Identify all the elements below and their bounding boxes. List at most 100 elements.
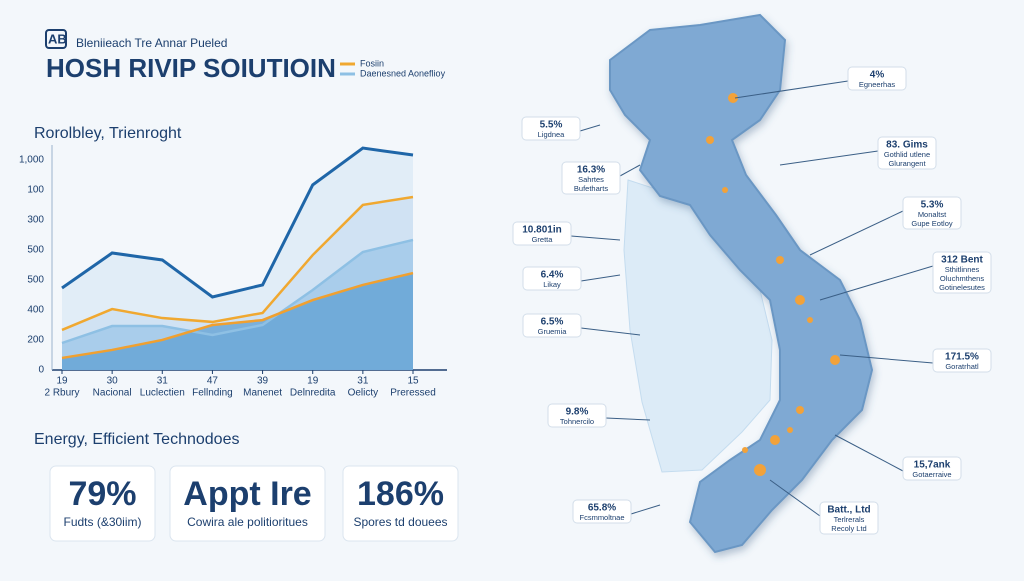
y-tick-label: 500	[27, 245, 44, 256]
x-tick-label: Nacional	[93, 388, 132, 399]
callout-box	[521, 116, 581, 141]
callout-label: Glurangent	[888, 159, 926, 168]
callout-box	[932, 348, 992, 373]
y-tick-label: 200	[27, 335, 44, 346]
stat-value: 186%	[357, 475, 444, 513]
y-tick-label: 500	[27, 275, 44, 286]
callout-value: 171.5%	[945, 352, 979, 363]
x-tick-label: Fellnding	[192, 388, 233, 399]
stat-label: Spores td douees	[353, 515, 447, 529]
callout-leader	[570, 235, 621, 241]
callout-box	[902, 196, 962, 230]
logo: AB	[48, 31, 67, 46]
x-tick-label: Preressed	[390, 388, 436, 399]
callout-box	[819, 501, 879, 535]
callout-leader	[580, 274, 621, 282]
x-tick-number: 31	[157, 376, 169, 387]
y-tick-label: 400	[27, 305, 44, 316]
callout-leader	[630, 504, 661, 515]
callout-box	[572, 499, 632, 524]
y-tick-label: 100	[27, 185, 44, 196]
callout-label: Likay	[543, 280, 561, 289]
callout-label: Ligdnea	[538, 130, 566, 139]
x-tick-number: 19	[56, 376, 68, 387]
callout-label: Gothlid utlene	[884, 150, 930, 159]
stat-card	[169, 465, 326, 542]
callout-label: Gretta	[532, 235, 554, 244]
legend-label: Fosiin	[360, 58, 384, 68]
x-tick-number: 15	[407, 376, 419, 387]
callout-box	[522, 266, 582, 291]
callout-leader	[834, 434, 904, 472]
callout-label: Bufetharts	[574, 184, 608, 193]
callout-value: 312 Bent	[941, 255, 983, 266]
callout-box	[512, 221, 572, 246]
chart-title: Rorolbley, Trienroght	[34, 125, 182, 142]
stats-title: Energy, Efficient Technodoes	[34, 431, 239, 448]
callout-label: Sahrtes	[578, 175, 604, 184]
callout-box	[847, 66, 907, 91]
callout-label: Monaltst	[918, 210, 947, 219]
callout-value: 83. Gims	[886, 140, 928, 151]
callout-label: Gupe Eotloy	[911, 219, 953, 228]
x-tick-number: 39	[257, 376, 269, 387]
callout-value: 9.8%	[566, 407, 589, 418]
logo-frame	[45, 29, 67, 49]
callout-value: Batt., Ltd	[827, 505, 870, 516]
callout-leader	[619, 164, 641, 177]
stat-value: Appt Ire	[183, 475, 311, 513]
callout-value: 4%	[870, 70, 885, 81]
callout-value: 6.4%	[541, 270, 564, 281]
callout-label: Sthitlinnes	[945, 265, 980, 274]
callout-box	[561, 161, 621, 195]
callout-leader	[579, 124, 601, 132]
y-tick-label: 0	[38, 365, 44, 376]
x-tick-number: 31	[357, 376, 369, 387]
y-tick-label: 1,000	[19, 155, 44, 166]
callout-box	[932, 251, 992, 294]
x-tick-label: Delnredita	[290, 388, 336, 399]
x-tick-label: Oelicty	[348, 388, 379, 399]
y-tick-label: 300	[27, 215, 44, 226]
series-line	[61, 146, 414, 299]
callout-leader	[580, 327, 641, 336]
x-tick-label: Manenet	[243, 388, 282, 399]
series-line	[61, 271, 414, 360]
callout-leader	[734, 80, 849, 99]
callout-value: 65.8%	[588, 503, 616, 514]
callout-leader	[769, 479, 821, 517]
x-tick-number: 47	[207, 376, 219, 387]
callout-box	[547, 403, 607, 428]
callout-leader	[779, 150, 879, 166]
callout-value: 5.5%	[540, 120, 563, 131]
title: HOSH RIVIP SOIUTIOIN	[46, 53, 336, 83]
callout-value: 6.5%	[541, 317, 564, 328]
callout-value: 16.3%	[577, 165, 605, 176]
callout-leader	[839, 354, 934, 364]
subtitle: Bleniieach Tre Annar Pueled	[76, 36, 227, 50]
callout-label: Gruemia	[538, 327, 568, 336]
callout-label: Fcsmmoltnae	[579, 513, 624, 522]
callout-value: 15,7ank	[914, 460, 951, 471]
stat-value: 79%	[68, 475, 136, 513]
series-line	[61, 195, 414, 332]
stat-card	[342, 465, 459, 542]
callout-label: Terlrerals	[834, 515, 865, 524]
stat-label: Fudts (&30iim)	[63, 515, 141, 529]
callout-leader	[819, 265, 934, 301]
x-tick-label: 2 Rbury	[44, 388, 79, 399]
callout-label: Recoly Ltd	[831, 524, 866, 533]
x-tick-number: 19	[307, 376, 319, 387]
map-hotspots	[706, 93, 840, 476]
x-tick-number: 30	[107, 376, 119, 387]
callout-box	[877, 136, 937, 170]
callout-leader	[605, 417, 651, 421]
callout-label: Gotaerraive	[912, 470, 951, 479]
callout-box	[522, 313, 582, 338]
callout-label: Goratrhatl	[945, 362, 979, 371]
x-tick-label: Luclectien	[140, 388, 185, 399]
stat-card	[49, 465, 156, 542]
callout-box	[902, 456, 962, 481]
callout-leader	[809, 210, 904, 256]
